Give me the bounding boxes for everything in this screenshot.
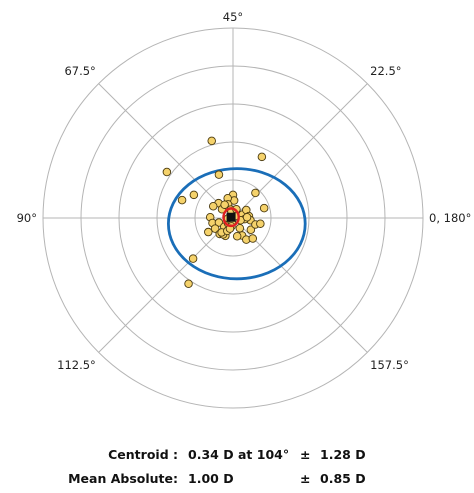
data-point-38 bbox=[256, 219, 265, 228]
grid-spoke-2 bbox=[232, 83, 368, 219]
data-point-39 bbox=[242, 212, 252, 222]
grid-spoke-7 bbox=[98, 83, 234, 219]
data-point-5 bbox=[214, 170, 224, 179]
data-point-8 bbox=[259, 203, 269, 213]
polar-scatter-plot: 45° 22.5° 0, 180° 157.5° 112.5° 90° 67.5° bbox=[17, 10, 471, 409]
data-point-48 bbox=[220, 200, 229, 209]
data-point-7 bbox=[251, 188, 260, 198]
spread-ellipse bbox=[166, 167, 307, 281]
angle-label-5: 112.5° bbox=[57, 358, 96, 372]
mean-absolute-magnitude: 1.00 D bbox=[188, 471, 234, 486]
data-point-44 bbox=[232, 231, 242, 241]
centroid-magnitude: 0.34 D bbox=[188, 447, 234, 462]
centroid-label: Centroid : bbox=[108, 447, 178, 462]
angle-label-7: 67.5° bbox=[64, 64, 95, 78]
angle-label-1: 45° bbox=[223, 10, 243, 24]
mean-absolute-label: Mean Absolute: bbox=[68, 471, 178, 486]
mean-absolute-sd: 0.85 D bbox=[320, 471, 366, 486]
angle-label-6: 90° bbox=[17, 211, 37, 225]
data-point-3 bbox=[177, 195, 187, 205]
centroid-ellipse bbox=[222, 207, 240, 228]
centroid-marker bbox=[226, 212, 236, 222]
data-point-6 bbox=[257, 152, 267, 162]
data-point-29 bbox=[210, 224, 220, 233]
data-point-2 bbox=[162, 167, 172, 177]
centroid-plusminus: ± bbox=[300, 447, 311, 462]
data-point-47 bbox=[204, 227, 213, 237]
data-point-4 bbox=[189, 190, 199, 200]
grid-spoke-5 bbox=[98, 217, 234, 353]
mean-absolute-plusminus: ± bbox=[300, 471, 311, 486]
centroid-row: Centroid : 0.34 D at 104° ± 1.28 D bbox=[0, 447, 474, 469]
data-point-52 bbox=[188, 254, 198, 263]
angle-label-2: 22.5° bbox=[370, 64, 401, 78]
data-point-13 bbox=[208, 201, 218, 211]
mean-absolute-row: Mean Absolute: 1.00 D ± 0.85 D bbox=[0, 471, 474, 493]
angle-label-3: 0, 180° bbox=[429, 211, 471, 225]
centroid-axis: at 104° bbox=[238, 447, 290, 462]
data-point-1 bbox=[207, 136, 216, 146]
angle-label-4: 157.5° bbox=[370, 358, 409, 372]
centroid-sd: 1.28 D bbox=[320, 447, 366, 462]
data-point-36 bbox=[246, 225, 256, 235]
data-point-46 bbox=[248, 234, 258, 243]
data-point-34 bbox=[235, 224, 245, 233]
data-point-53 bbox=[184, 279, 193, 288]
